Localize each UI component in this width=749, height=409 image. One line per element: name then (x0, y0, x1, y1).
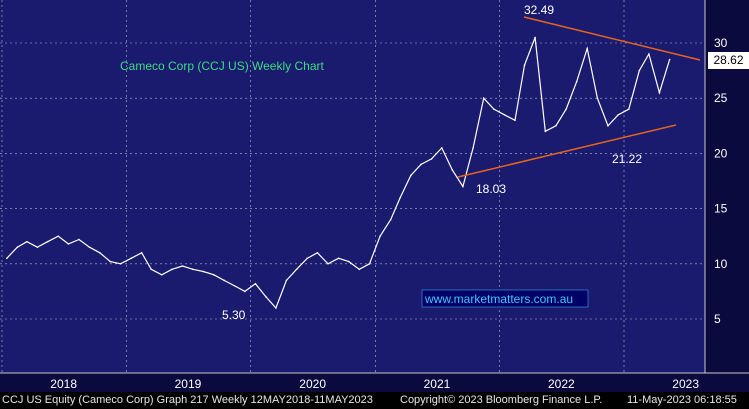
price-point (36, 246, 39, 249)
x-tick-label: 2018 (50, 377, 77, 391)
price-point (555, 125, 557, 127)
price-point (482, 97, 485, 99)
price-point (389, 218, 392, 221)
y-tick-label: 20 (714, 146, 728, 160)
watermark-box (421, 289, 589, 308)
price-point (379, 235, 381, 237)
price-point (514, 119, 516, 122)
price-point (171, 268, 173, 271)
price-point (265, 296, 267, 298)
grid-lines (0, 0, 705, 373)
price-point (67, 243, 70, 245)
price-point (347, 260, 350, 263)
price-point (462, 185, 464, 188)
price-point (648, 53, 650, 55)
price-point (191, 268, 194, 271)
price-point (638, 69, 641, 72)
price-point (544, 130, 547, 133)
x-tick-label: 2023 (672, 377, 699, 391)
price-point (78, 238, 80, 241)
y-tick-label: 25 (714, 91, 728, 105)
price-point (534, 36, 536, 39)
annotation-low-2021: 18.03 (476, 182, 506, 196)
price-point (523, 64, 526, 66)
price-point (368, 263, 371, 265)
price-point (119, 263, 122, 265)
y-tick-label: 30 (714, 36, 728, 50)
price-point (607, 125, 609, 127)
annotation-low-2020: 5.30 (222, 308, 246, 322)
price-point (327, 263, 329, 265)
y-axis-labels: 5 10 15 20 25 30 (714, 36, 728, 326)
price-point (575, 80, 578, 83)
resistance-trendline (523, 16, 701, 61)
price-point (5, 257, 8, 260)
y-tick-label: 10 (714, 257, 728, 271)
price-point (440, 147, 443, 149)
price-point (586, 47, 589, 50)
price-point (213, 274, 215, 276)
price-point (503, 113, 506, 116)
price-point (98, 251, 101, 254)
watermark-text: www.marketmatters.com.au (424, 292, 573, 306)
time-axis (0, 373, 749, 392)
price-point (358, 268, 361, 271)
x-axis-labels: 2018 2019 2020 2021 2022 2023 (50, 377, 699, 391)
price-point (658, 91, 661, 94)
x-tick-label: 2019 (175, 377, 202, 391)
price-point (16, 246, 19, 249)
price-chart: 5 10 15 20 25 30 2018 2019 2020 2021 2022 2023 Cam… (0, 0, 749, 392)
price-point (202, 270, 205, 273)
price-point (57, 235, 60, 237)
price-point (140, 251, 143, 254)
price-point (420, 163, 422, 166)
support-trendline (457, 124, 677, 178)
price-point (150, 268, 152, 271)
price-point (181, 265, 184, 267)
footer-copyright: Copyright© 2023 Bloomberg Finance L.P. (400, 394, 603, 406)
price-series (5, 36, 671, 310)
price-point (130, 257, 132, 260)
price-point (285, 279, 288, 282)
price-point (451, 169, 454, 171)
price-point (160, 274, 163, 276)
price-point (472, 147, 474, 149)
price-point (275, 307, 277, 309)
footer-security-info: CCJ US Equity (Cameco Corp) Graph 217 We… (2, 394, 373, 406)
price-point (295, 268, 298, 271)
price-point (244, 290, 246, 293)
y-tick-label: 15 (714, 202, 728, 216)
price-point (337, 257, 340, 260)
price-point (617, 113, 620, 116)
footer-timestamp: 11-May-2023 06:18:55 (627, 394, 737, 406)
price-point (493, 108, 495, 111)
price-point (254, 282, 257, 285)
price-point (233, 285, 236, 287)
x-tick-label: 2022 (548, 377, 575, 391)
price-point (306, 257, 309, 260)
annotation-high: 32.49 (524, 3, 554, 17)
price-point (88, 246, 91, 249)
price-point (627, 108, 630, 111)
price-point (46, 240, 49, 243)
price-point (409, 174, 412, 177)
x-tick-label: 2021 (424, 377, 451, 391)
price-point (565, 108, 567, 111)
footer-bar: CCJ US Equity (Cameco Corp) Graph 217 We… (0, 392, 749, 409)
price-point (109, 260, 112, 263)
price-point (596, 97, 599, 99)
y-tick-label: 5 (714, 312, 721, 326)
last-price-tag: 28.62 (708, 52, 749, 69)
chart-title: Cameco Corp (CCJ US) Weekly Chart (120, 59, 324, 73)
price-point (223, 279, 225, 282)
price-point (430, 158, 433, 160)
price-point (668, 58, 671, 61)
annotation-low-2022: 21.22 (612, 152, 642, 166)
price-point (26, 240, 28, 243)
price-point (399, 196, 402, 199)
plot-area (0, 0, 705, 373)
x-tick-label: 2020 (299, 377, 326, 391)
price-point (316, 251, 319, 254)
